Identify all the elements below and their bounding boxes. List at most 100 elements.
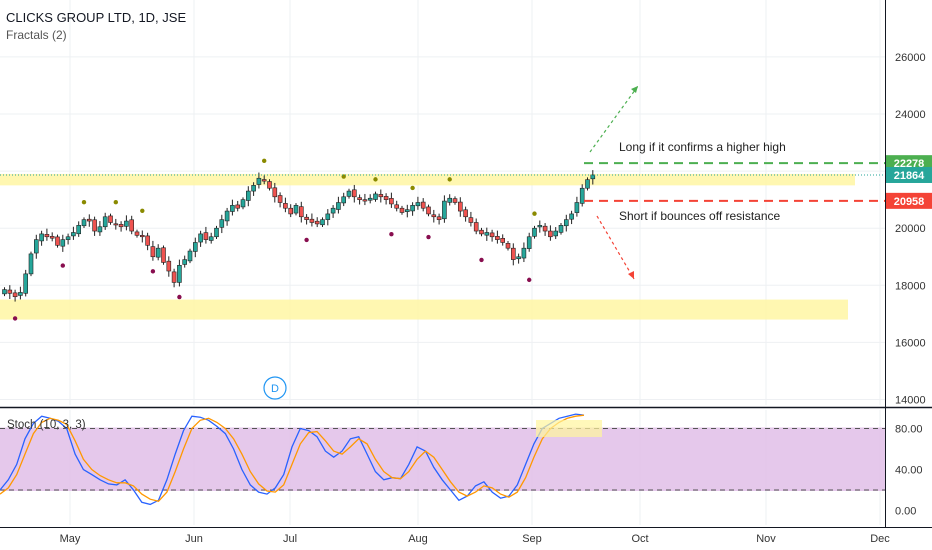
candle-body bbox=[261, 179, 267, 182]
fractal-up-marker bbox=[140, 208, 145, 213]
candle-body bbox=[97, 226, 103, 233]
candle-body bbox=[532, 227, 537, 237]
candle-body bbox=[479, 229, 484, 235]
x-tick-label: Aug bbox=[408, 533, 428, 545]
candle-body bbox=[590, 174, 596, 180]
candle-body bbox=[161, 247, 166, 263]
candle-body bbox=[44, 234, 50, 238]
current-price-tag: 21864 bbox=[894, 170, 925, 182]
fractal-up-marker bbox=[113, 200, 119, 205]
candle-body bbox=[463, 209, 468, 218]
candle-body bbox=[177, 265, 182, 283]
candle-body bbox=[404, 209, 410, 212]
long-arrowhead bbox=[631, 86, 638, 93]
candle-body bbox=[378, 194, 384, 198]
candle-body bbox=[293, 205, 299, 214]
fractal-up-marker bbox=[262, 158, 267, 164]
fractal-down-marker bbox=[527, 277, 532, 283]
stoch-d-line bbox=[0, 414, 585, 503]
candle-body bbox=[309, 218, 315, 223]
candle-body bbox=[81, 219, 87, 227]
candle-body bbox=[473, 222, 479, 232]
candle-body bbox=[389, 198, 394, 205]
fractal-up-marker bbox=[447, 177, 452, 182]
candle-body bbox=[442, 200, 447, 220]
candle-body bbox=[383, 196, 389, 200]
candle-body bbox=[579, 187, 585, 204]
y-tick-label: 24000 bbox=[895, 109, 926, 121]
candle-body bbox=[187, 250, 193, 262]
candle-body bbox=[150, 246, 156, 258]
candle-body bbox=[60, 239, 66, 247]
stoch-band bbox=[0, 427, 885, 491]
candle-body bbox=[415, 202, 421, 207]
candle-body bbox=[118, 224, 124, 228]
candle-body bbox=[71, 232, 76, 237]
fractal-down-marker bbox=[177, 294, 182, 300]
candle-body bbox=[272, 187, 278, 198]
candle-body bbox=[320, 219, 325, 226]
candle-body bbox=[251, 185, 256, 192]
stoch-tick-label: 80.00 bbox=[895, 424, 923, 436]
candle-body bbox=[140, 235, 145, 238]
candle-body bbox=[585, 179, 590, 189]
candle-body bbox=[357, 197, 362, 200]
fractal-down-marker bbox=[150, 269, 156, 274]
candle-body bbox=[129, 219, 134, 232]
fractal-down-marker bbox=[60, 263, 65, 268]
candle-body bbox=[65, 236, 71, 240]
candle-body bbox=[367, 197, 373, 201]
candle-body bbox=[224, 210, 230, 222]
candle-body bbox=[510, 247, 516, 260]
candle-body bbox=[198, 233, 203, 243]
candle-body bbox=[563, 219, 569, 227]
candle-body bbox=[124, 220, 129, 227]
candle-body bbox=[548, 230, 553, 238]
candle-body bbox=[113, 223, 119, 226]
support-zone bbox=[0, 299, 848, 320]
candle-body bbox=[39, 233, 44, 242]
candle-body bbox=[208, 236, 214, 241]
candle-body bbox=[521, 247, 527, 259]
candle-body bbox=[351, 189, 357, 198]
short-level-tag: 20958 bbox=[894, 196, 925, 208]
candle-body bbox=[102, 216, 108, 228]
candle-body bbox=[558, 225, 564, 233]
candle-body bbox=[495, 236, 500, 240]
candle-body bbox=[436, 216, 442, 220]
current-price-tag-bg bbox=[886, 166, 932, 183]
stoch-tick-label: 0.00 bbox=[895, 506, 916, 518]
stoch-k-line bbox=[0, 413, 585, 506]
candle-body bbox=[7, 289, 13, 294]
candle-body bbox=[500, 238, 506, 243]
interval-badge-label: D bbox=[271, 383, 279, 395]
candle-body bbox=[325, 213, 331, 220]
candle-body bbox=[214, 227, 219, 238]
long-annotation: Long if it confirms a higher high bbox=[619, 140, 786, 154]
candle-body bbox=[277, 195, 283, 203]
y-tick-label: 14000 bbox=[895, 395, 926, 407]
candle-body bbox=[267, 181, 272, 189]
fractal-up-marker bbox=[81, 200, 87, 205]
candle-body bbox=[373, 193, 378, 200]
candle-body bbox=[49, 236, 55, 239]
candle-body bbox=[304, 216, 309, 220]
short-annotation: Short if bounces off resistance bbox=[619, 209, 781, 223]
candle-body bbox=[33, 239, 39, 254]
candle-body bbox=[235, 204, 240, 209]
candle-body bbox=[240, 199, 246, 208]
stoch-highlight-box bbox=[536, 420, 602, 437]
candle-body bbox=[468, 217, 474, 223]
fractal-up-marker bbox=[373, 177, 378, 182]
candle-body bbox=[28, 253, 34, 275]
candle-body bbox=[171, 271, 177, 283]
candle-body bbox=[87, 218, 92, 222]
candle-body bbox=[426, 206, 431, 215]
candle-body bbox=[489, 232, 495, 238]
candle-body bbox=[298, 206, 304, 218]
candle-body bbox=[2, 289, 7, 295]
candle-body bbox=[230, 205, 235, 212]
candle-body bbox=[246, 190, 251, 201]
